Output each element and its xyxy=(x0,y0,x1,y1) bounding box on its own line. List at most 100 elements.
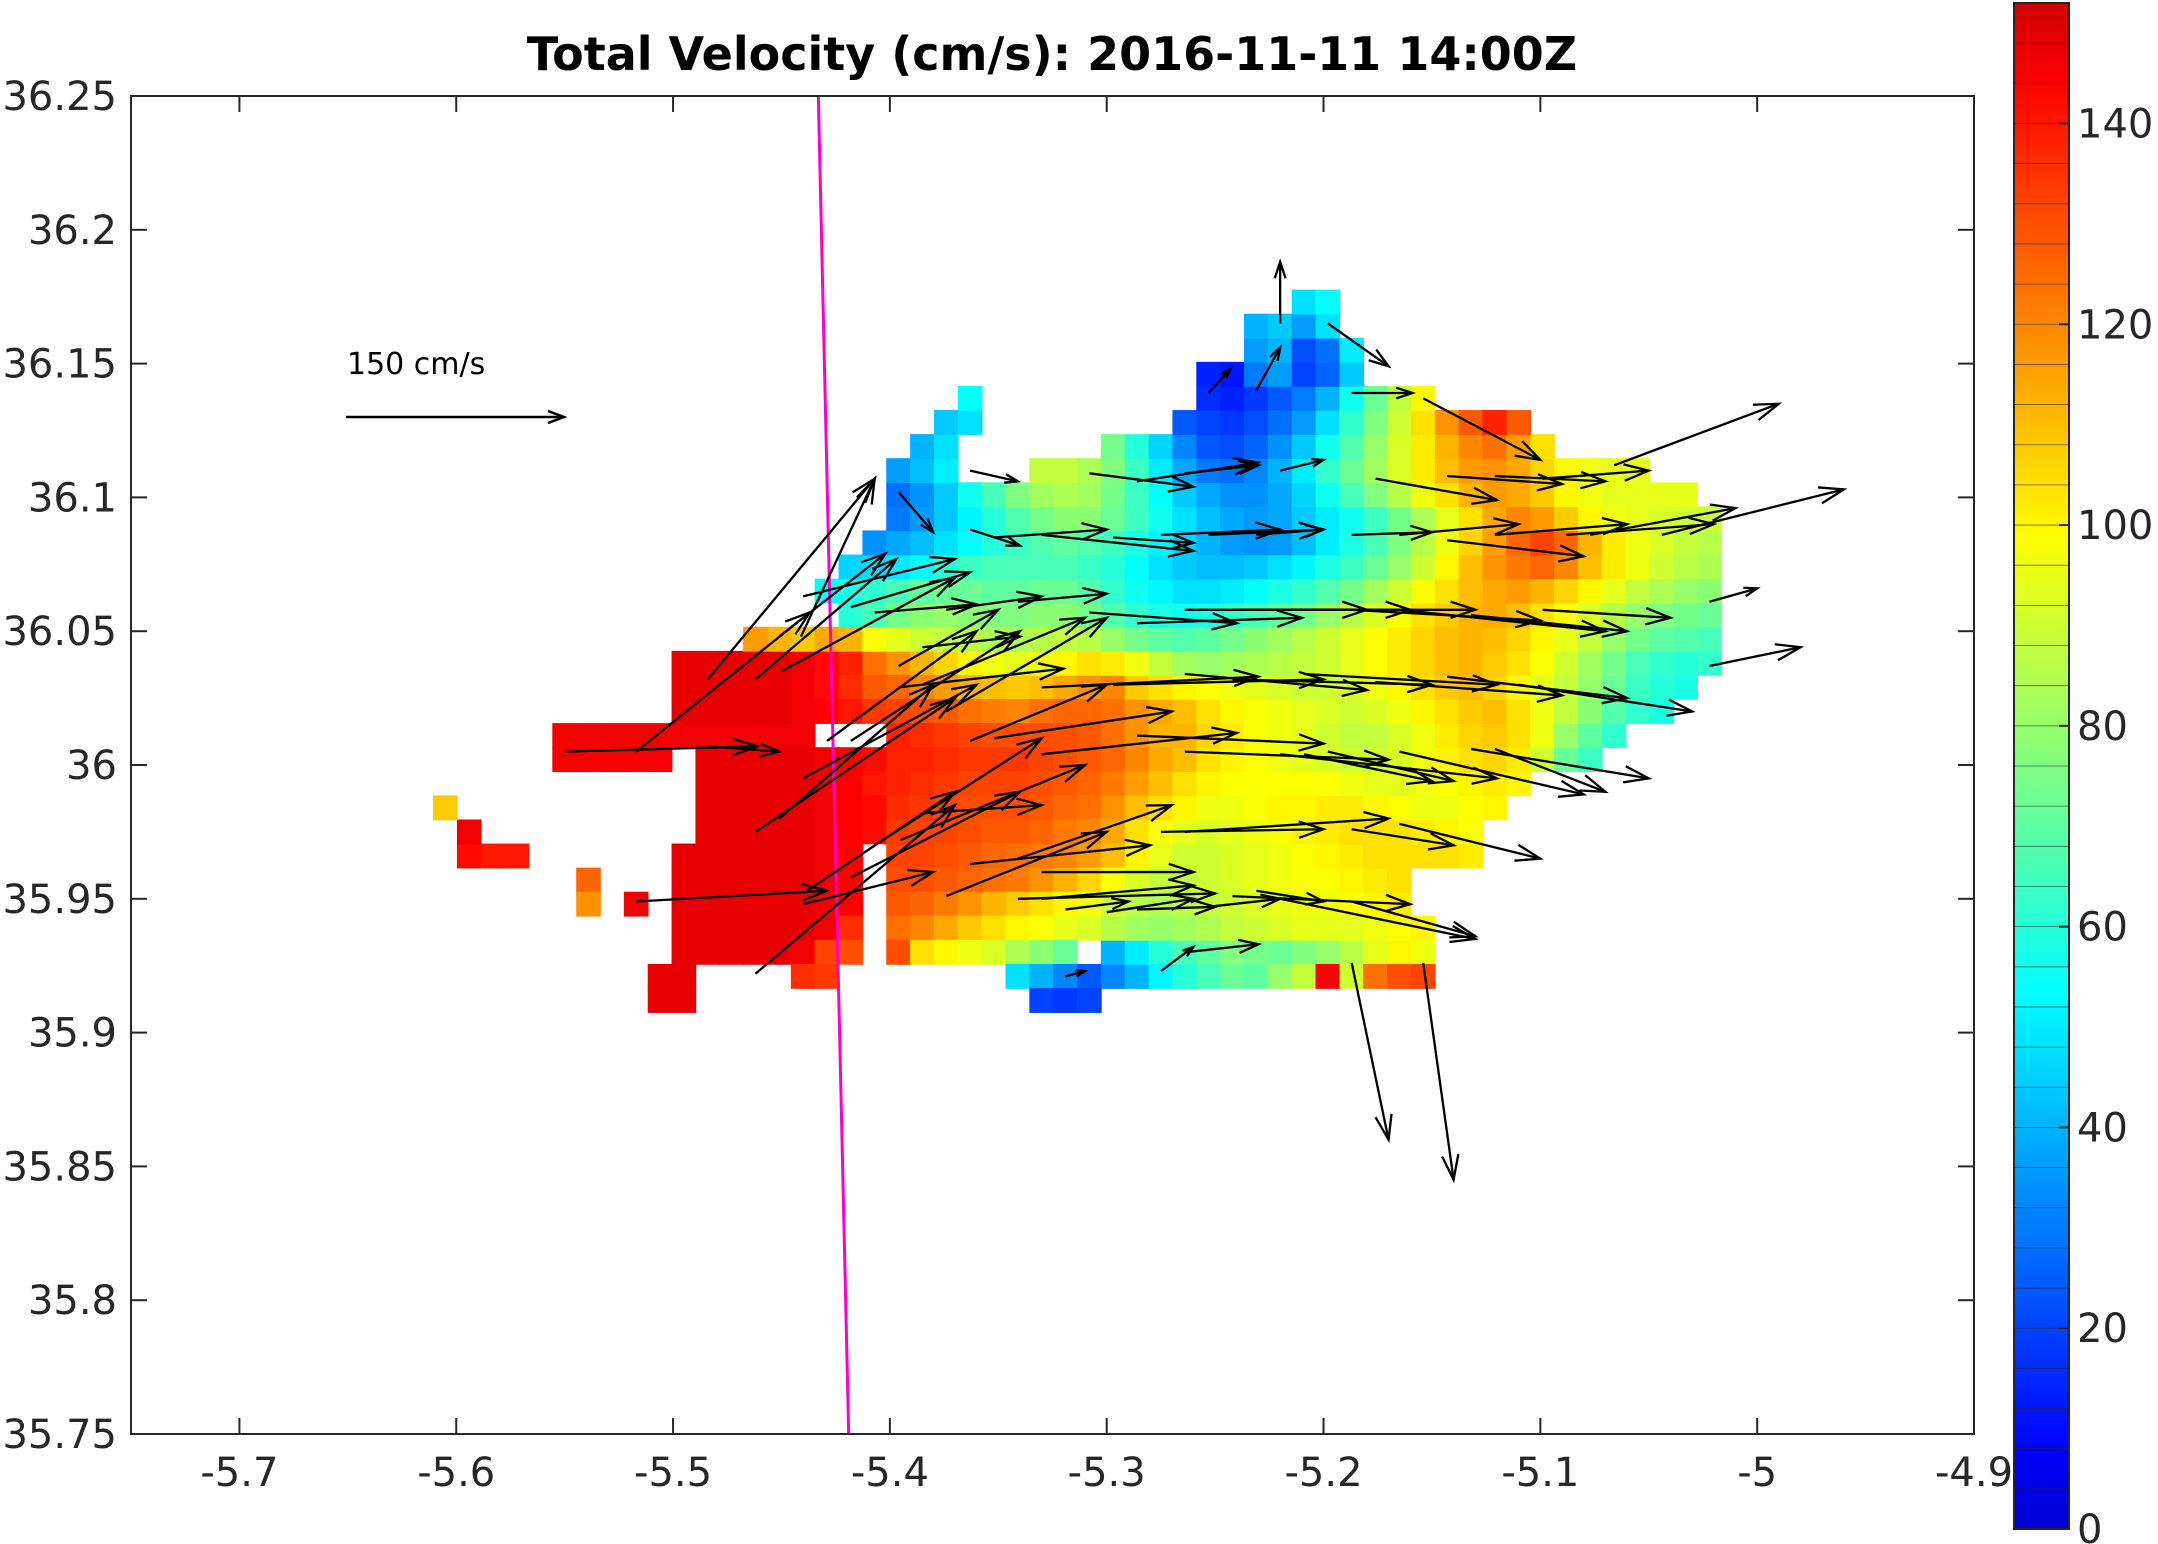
velocity-cell xyxy=(1363,843,1388,869)
chart-title: Total Velocity (cm/s): 2016-11-11 14:00Z xyxy=(527,27,1577,81)
colorbar-ticks: 0 20 40 60 80 100 120 140 xyxy=(2014,2,2153,1544)
velocity-cell xyxy=(1363,650,1388,676)
velocity-cell xyxy=(1029,506,1054,532)
velocity-vector xyxy=(969,838,1154,866)
velocity-cell xyxy=(790,939,816,965)
velocity-cell xyxy=(1339,819,1365,845)
velocity-cell xyxy=(1267,410,1293,435)
velocity-cell xyxy=(1577,723,1603,749)
velocity-cell xyxy=(862,650,888,676)
velocity-vector xyxy=(1113,533,1198,550)
velocity-cell xyxy=(1053,458,1078,484)
velocity-cell xyxy=(1387,963,1412,989)
x-tick-label: -5.6 xyxy=(417,1450,495,1496)
velocity-cell xyxy=(695,795,721,821)
velocity-cell xyxy=(981,819,1007,845)
velocity-vector xyxy=(1351,900,1479,939)
velocity-cell xyxy=(1077,988,1102,1013)
velocity-cell xyxy=(695,723,721,749)
velocity-cell xyxy=(910,891,935,917)
velocity-cell xyxy=(1267,650,1293,676)
velocity-cell xyxy=(1387,915,1412,941)
velocity-vector xyxy=(1494,747,1609,794)
velocity-cell xyxy=(1434,506,1460,532)
velocity-cell xyxy=(1387,482,1412,508)
velocity-cell xyxy=(838,795,864,821)
velocity-cell xyxy=(719,795,744,821)
velocity-cell xyxy=(1339,554,1365,580)
velocity-cell xyxy=(790,723,816,749)
velocity-cell xyxy=(576,891,601,917)
velocity-cell xyxy=(1434,723,1460,749)
velocity-cell xyxy=(671,843,697,869)
velocity-cell xyxy=(1601,482,1627,508)
velocity-vector xyxy=(1184,810,1393,834)
velocity-cell xyxy=(933,747,959,773)
velocity-cell xyxy=(766,915,792,941)
velocity-cell xyxy=(1625,650,1651,676)
velocity-cell xyxy=(1482,795,1508,821)
velocity-cell xyxy=(814,939,840,965)
velocity-cell xyxy=(433,795,458,821)
velocity-cell xyxy=(1434,819,1460,845)
velocity-cell xyxy=(1506,723,1531,749)
velocity-cell xyxy=(1220,434,1245,459)
velocity-cell xyxy=(1434,578,1460,604)
velocity-cell xyxy=(1053,939,1078,965)
velocity-cell xyxy=(1458,843,1484,869)
velocity-vector xyxy=(1399,750,1588,798)
velocity-cell xyxy=(910,771,935,797)
velocity-cell xyxy=(1196,385,1221,411)
velocity-vector xyxy=(802,682,980,780)
velocity-vector xyxy=(1137,733,1328,752)
velocity-cell xyxy=(1363,963,1388,989)
velocity-cell xyxy=(1124,554,1150,580)
velocity-cell xyxy=(1339,482,1365,508)
velocity-cell xyxy=(1005,939,1031,965)
velocity-cell xyxy=(1243,313,1269,339)
velocity-cell xyxy=(1053,578,1078,604)
velocity-cell xyxy=(1243,963,1269,989)
velocity-cell xyxy=(766,723,792,749)
velocity-cell xyxy=(1673,578,1698,604)
velocity-cell xyxy=(1482,723,1508,749)
velocity-cell xyxy=(1243,602,1269,628)
velocity-cell xyxy=(1291,650,1317,676)
y-tick-label: 36.1 xyxy=(28,475,117,521)
velocity-cell xyxy=(743,699,768,724)
velocity-cell xyxy=(1363,482,1388,508)
velocity-cell xyxy=(1029,819,1054,845)
velocity-cell xyxy=(1363,891,1388,917)
velocity-cell xyxy=(981,891,1007,917)
velocity-cell xyxy=(504,843,530,869)
velocity-cell xyxy=(1577,578,1603,604)
colorbar-tick-label: 0 xyxy=(2077,1507,2102,1544)
velocity-cell xyxy=(1267,723,1293,749)
velocity-cell xyxy=(1601,578,1627,604)
velocity-vector xyxy=(778,551,889,638)
velocity-cell xyxy=(1029,602,1054,628)
velocity-cell xyxy=(766,771,792,797)
velocity-cell xyxy=(957,482,983,508)
velocity-vector xyxy=(1399,608,1610,638)
velocity-cell xyxy=(910,458,935,484)
velocity-vector xyxy=(754,802,958,975)
velocity-cell xyxy=(1196,963,1221,989)
velocity-cell xyxy=(981,939,1007,965)
velocity-cell xyxy=(1554,699,1579,724)
velocity-vector xyxy=(778,682,937,820)
y-tick-label: 35.95 xyxy=(2,877,117,923)
velocity-cell xyxy=(1315,795,1341,821)
velocity-cell xyxy=(1077,963,1102,989)
velocity-cell xyxy=(1697,602,1722,628)
velocity-cell xyxy=(647,747,673,773)
velocity-cell xyxy=(886,602,911,628)
velocity-vector xyxy=(1422,962,1460,1184)
velocity-cell xyxy=(1315,867,1341,893)
velocity-cell xyxy=(1291,915,1317,941)
velocity-vector xyxy=(897,491,936,535)
x-tick-label: -5.2 xyxy=(1285,1450,1363,1496)
velocity-cell xyxy=(1053,699,1078,724)
x-tick-label: -5.3 xyxy=(1068,1450,1146,1496)
velocity-cell xyxy=(719,699,744,724)
